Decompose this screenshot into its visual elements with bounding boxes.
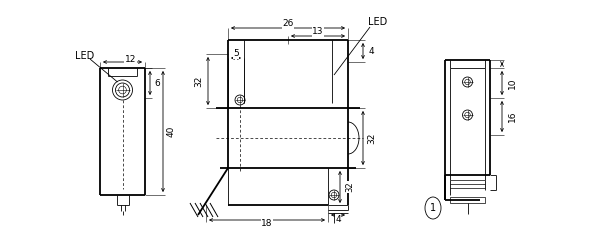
Text: 26: 26 — [282, 20, 294, 29]
Text: 5: 5 — [233, 50, 239, 59]
Text: 10: 10 — [507, 77, 516, 89]
Bar — [450, 197, 485, 203]
Text: 4: 4 — [368, 46, 374, 55]
Text: 4: 4 — [335, 215, 341, 223]
Text: 1: 1 — [430, 203, 436, 213]
Text: 32: 32 — [195, 75, 204, 87]
Text: LED: LED — [75, 51, 95, 61]
Text: 32: 32 — [368, 132, 377, 144]
Text: 40: 40 — [167, 126, 176, 137]
Text: 13: 13 — [312, 28, 323, 37]
Text: LED: LED — [368, 17, 388, 27]
Text: 6: 6 — [154, 79, 160, 88]
Text: 16: 16 — [507, 110, 516, 122]
Text: 12: 12 — [125, 55, 136, 63]
Text: 32: 32 — [346, 182, 355, 192]
Text: 18: 18 — [261, 219, 273, 228]
